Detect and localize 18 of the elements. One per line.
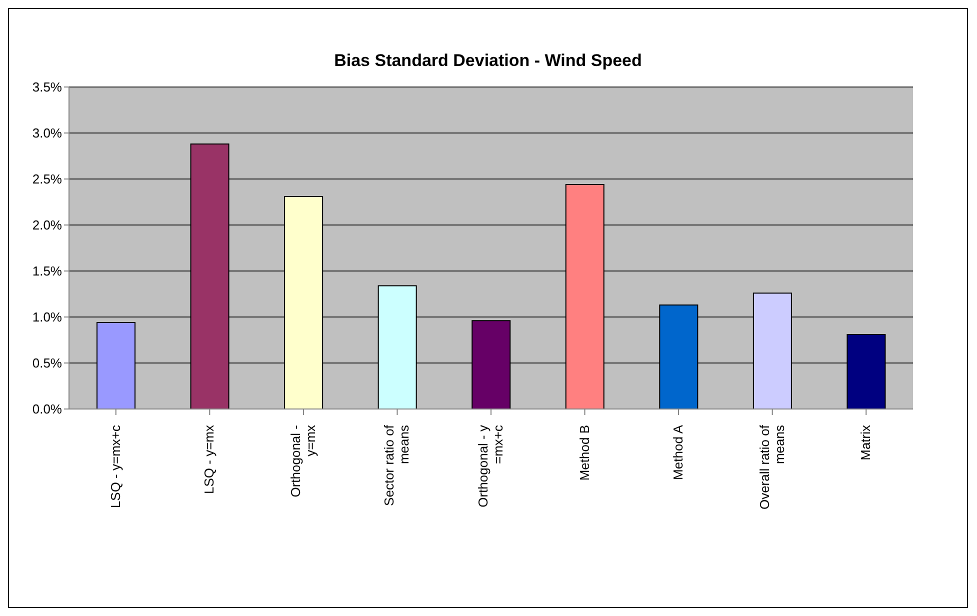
x-tick-label: LSQ - y=mx+c <box>108 424 123 508</box>
y-tick-label: 2.0% <box>32 218 62 233</box>
x-tick-label: Method B <box>576 425 592 481</box>
chart-title: Bias Standard Deviation - Wind Speed <box>333 51 643 71</box>
y-tick-label: 3.5% <box>32 80 62 95</box>
x-tick-label: LSQ - y=mx <box>202 424 217 494</box>
y-tick-label: 1.5% <box>32 264 62 279</box>
x-tick-label: Method A <box>670 424 686 480</box>
x-tick-label: Orthogonal - y =mx+c <box>476 424 506 508</box>
y-tick-label: 0.5% <box>32 356 62 371</box>
x-tick-label: Matrix <box>858 424 874 460</box>
y-tick-label: 3.0% <box>32 126 62 141</box>
y-tick-label: 0.0% <box>32 402 62 417</box>
y-tick-label: 1.0% <box>32 310 62 325</box>
x-tick-label: Sector ratio of means <box>382 424 412 506</box>
y-tick-label: 2.5% <box>32 172 62 187</box>
x-tick-label: Orthogonal - y=mx <box>288 424 318 498</box>
x-tick-label: Overall ratio of means <box>756 424 787 510</box>
